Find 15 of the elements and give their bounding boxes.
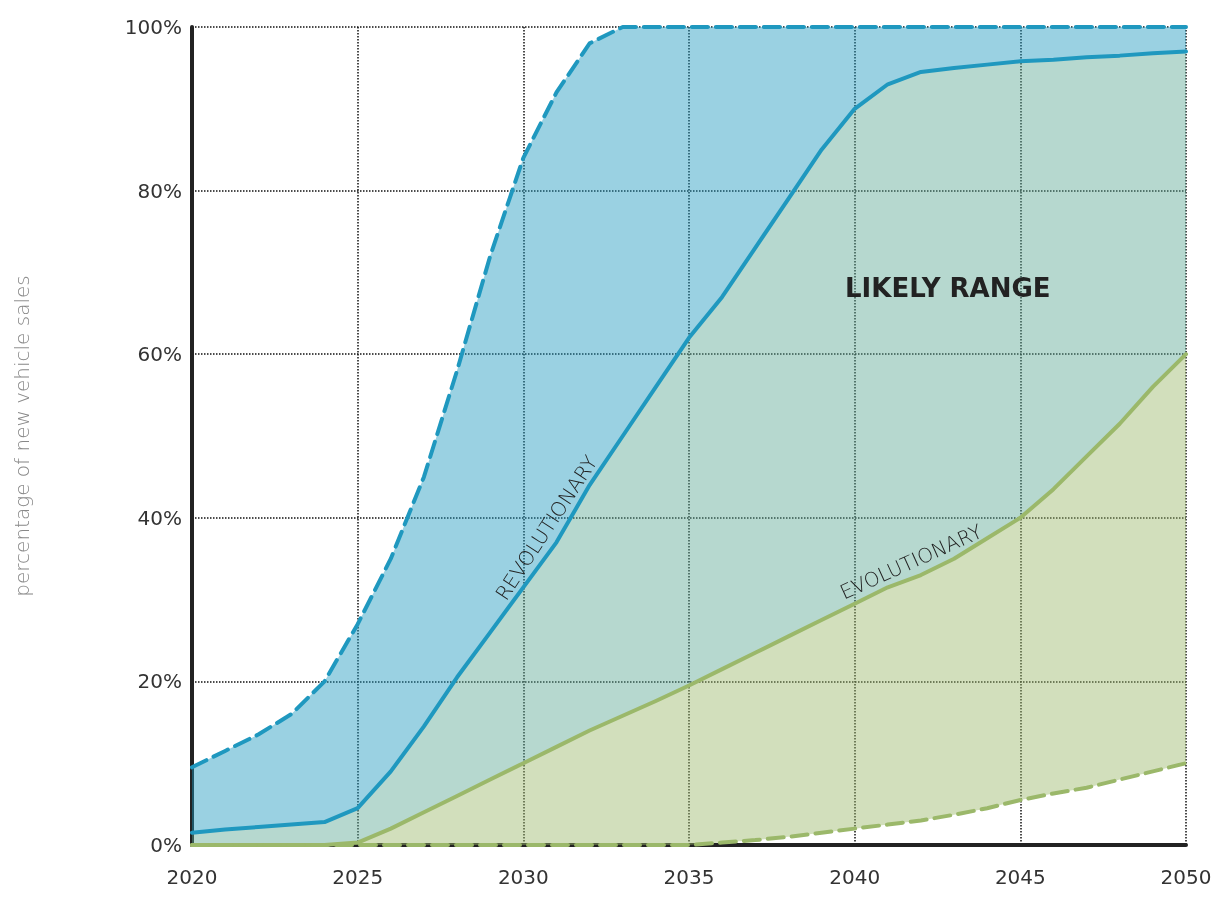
x-tick-label: 2025: [332, 865, 384, 889]
x-tick-label: 2045: [994, 865, 1046, 889]
annotation: LIKELY RANGE: [845, 273, 1051, 303]
x-tick-label: 2030: [497, 865, 549, 889]
x-tick-label: 2040: [829, 865, 881, 889]
x-tick-label: 2020: [166, 865, 218, 889]
y-tick-label: 0%: [150, 833, 182, 857]
y-tick-label: 100%: [124, 15, 182, 39]
y-tick-label: 80%: [137, 178, 182, 203]
y-tick-label: 40%: [137, 505, 182, 530]
y-tick-label: 20%: [137, 669, 182, 694]
x-tick-label: 2050: [1160, 865, 1212, 889]
x-tick-label: 2035: [663, 865, 715, 889]
y-tick-label: 60%: [137, 342, 182, 367]
y-axis-title: percentage of new vehicle sales: [10, 275, 34, 597]
